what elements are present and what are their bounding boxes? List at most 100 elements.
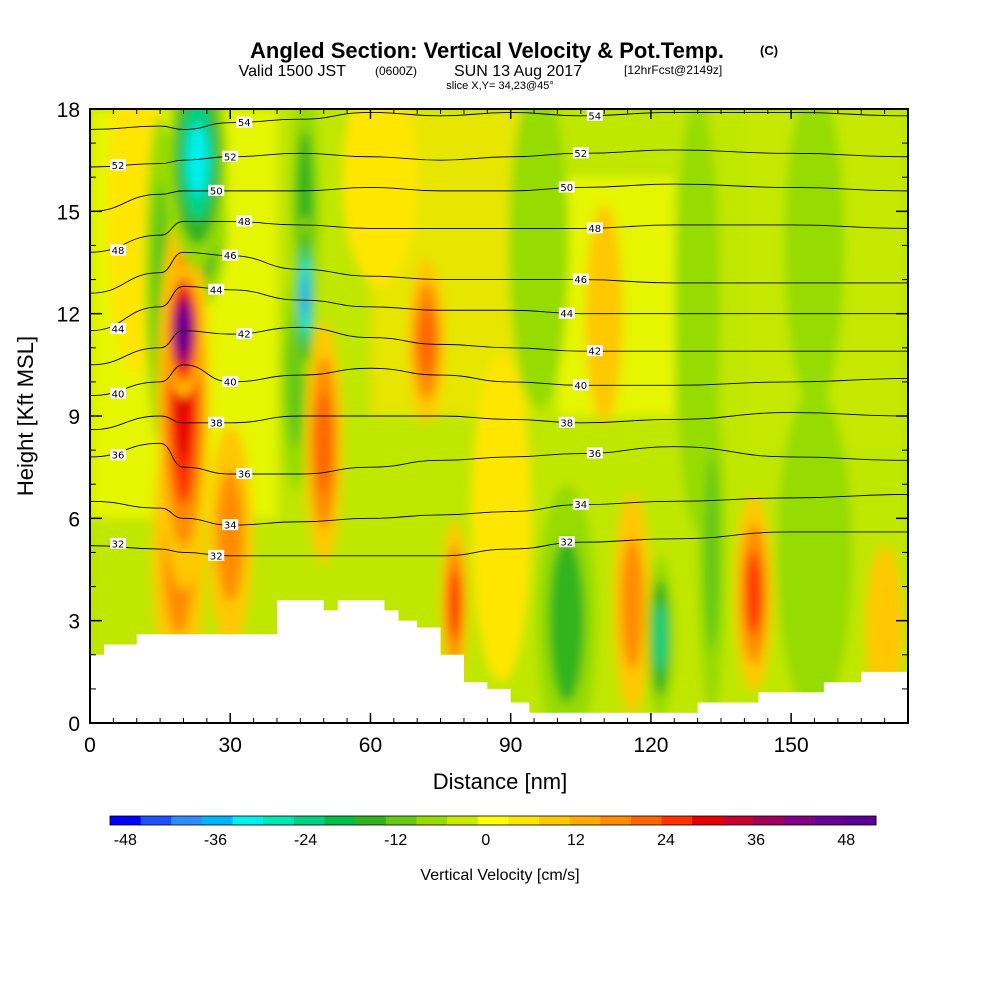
velocity-cell [508, 109, 569, 410]
colorbar-swatch [600, 816, 632, 825]
contour-label-54: 54 [588, 111, 601, 122]
y-tick-label: 6 [68, 508, 80, 531]
vertical-velocity-field [90, 109, 908, 723]
contour-label-bg [110, 387, 127, 399]
x-tick-label: 120 [633, 734, 668, 757]
contour-label-36: 36 [238, 469, 251, 480]
colorbar-swatch [201, 816, 234, 825]
contour-label-bg [208, 549, 225, 561]
contour-label-bg [586, 345, 603, 357]
y-tick-label: 12 [57, 304, 80, 327]
velocity-cell [342, 109, 418, 287]
colorbar-tick-label: -12 [384, 832, 407, 849]
colorbar-swatch [692, 816, 724, 825]
y-tick-label: 9 [68, 406, 80, 429]
contour-label-bg [208, 184, 225, 196]
y-tick-label: 3 [68, 611, 80, 634]
contour-label-bg [208, 416, 225, 428]
colorbar-swatch [385, 816, 417, 825]
colorbar-tick-label: -24 [294, 832, 317, 849]
contour-label-54: 54 [238, 118, 251, 129]
contour-label-46: 46 [224, 251, 237, 262]
colorbar-swatch [538, 816, 571, 825]
contour-label-bg [222, 249, 239, 261]
x-tick-label: 90 [499, 734, 522, 757]
contour-line-54 [90, 111, 908, 130]
contour-label-44: 44 [112, 325, 125, 336]
colorbar-swatch [784, 816, 816, 825]
contour-label-bg [110, 537, 127, 549]
colorbar-tick-label: -36 [204, 832, 227, 849]
contour-line-38 [90, 412, 908, 431]
contour-label-bg [236, 467, 253, 479]
valid-prefix: Valid 1500 JST [239, 63, 347, 80]
colorbar-swatch [661, 816, 693, 825]
contour-label-36: 36 [112, 451, 125, 462]
colorbar-swatch [508, 816, 540, 825]
contour-label-bg [222, 375, 239, 387]
contour-label-bg [558, 536, 575, 548]
contour-label-40: 40 [574, 381, 587, 392]
contour-label-bg [110, 323, 127, 335]
x-axis-title: Distance [nm] [433, 769, 568, 794]
velocity-cell [471, 354, 532, 683]
x-tick-label: 150 [774, 734, 809, 757]
contour-label-bg [586, 109, 603, 121]
contour-label-38: 38 [560, 418, 573, 429]
pot-temp-contour-labels: 32 32 32 34 34 36 36 36 38 38 40 40 40 42 42 44 44 44 46 46… [110, 109, 603, 562]
colorbar-swatch [416, 816, 448, 825]
contour-label-bg [586, 447, 603, 459]
contour-label-32: 32 [210, 551, 223, 562]
contour-label-bg [236, 116, 253, 128]
chart-title-unit: (C) [760, 43, 778, 58]
contour-line-32 [90, 531, 908, 557]
contour-line-50 [90, 183, 908, 212]
contour-label-36: 36 [588, 449, 601, 460]
contour-label-bg [222, 519, 239, 531]
colorbar-swatch [630, 816, 663, 825]
colorbar-title: Vertical Velocity [cm/s] [420, 867, 579, 884]
contour-line-44 [90, 285, 908, 332]
velocity-cell [315, 391, 332, 495]
colorbar-swatch [845, 816, 877, 825]
colorbar-swatch [263, 816, 295, 825]
contour-label-42: 42 [238, 330, 251, 341]
velocity-cell [745, 551, 762, 636]
contour-label-44: 44 [560, 309, 573, 320]
contour-label-34: 34 [574, 500, 587, 511]
velocity-cell [302, 274, 308, 319]
contour-label-bg [110, 159, 127, 171]
velocity-cell [448, 568, 461, 639]
contour-label-bg [110, 244, 127, 256]
contour-line-46 [90, 251, 908, 294]
slice-label: slice X,Y= 34,23@45° [446, 80, 554, 92]
colorbar-swatch [171, 816, 203, 825]
colorbar-swatch [324, 816, 356, 825]
contour-label-52: 52 [574, 149, 587, 160]
contour-label-bg [572, 273, 589, 285]
contour-label-34: 34 [224, 521, 237, 532]
velocity-cell [418, 305, 435, 377]
colorbar-tick-label: -48 [114, 832, 137, 849]
y-tick-label: 18 [57, 99, 80, 122]
valid-utc: (0600Z) [375, 64, 417, 78]
velocity-cell [620, 538, 644, 670]
contour-label-52: 52 [112, 161, 125, 172]
contour-line-52 [90, 149, 908, 168]
contour-label-38: 38 [210, 418, 223, 429]
colorbar-tick-label: 12 [567, 832, 585, 849]
contour-label-bg [110, 449, 127, 461]
colorbar-swatch [722, 816, 754, 825]
contour-label-bg [558, 416, 575, 428]
velocity-cell [703, 454, 720, 651]
contour-label-bg [572, 147, 589, 159]
contour-line-36 [90, 442, 908, 475]
contour-label-bg [586, 222, 603, 234]
contour-label-42: 42 [588, 347, 601, 358]
contour-label-bg [222, 150, 239, 162]
contour-label-40: 40 [112, 389, 125, 400]
x-tick-label: 30 [219, 734, 242, 757]
colorbar-swatch [355, 816, 387, 825]
forecast-label: [12hrFcst@2149z] [624, 63, 722, 77]
